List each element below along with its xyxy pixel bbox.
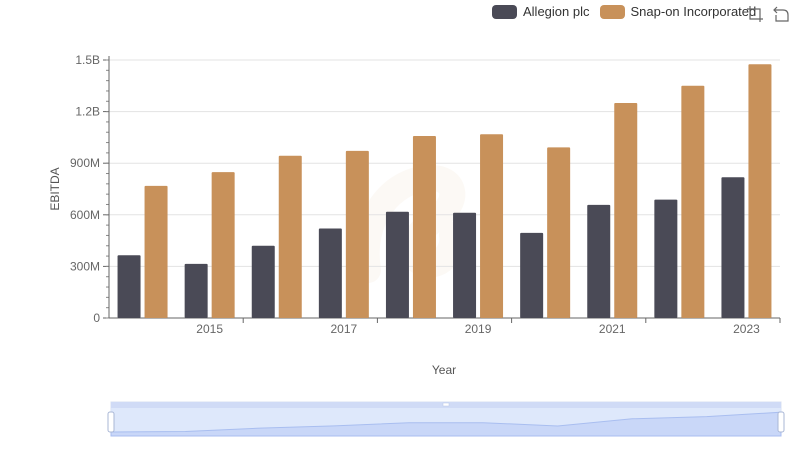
x-tick-label: 2021	[599, 322, 626, 336]
legend-label-allegion: Allegion plc	[523, 4, 590, 19]
y-tick-label: 1.5B	[75, 53, 100, 67]
y-tick-label: 600M	[70, 208, 100, 222]
y-tick-label: 1.2B	[75, 105, 100, 119]
bar-allegion-2018[interactable]	[385, 211, 409, 318]
slider-grip[interactable]	[442, 402, 450, 407]
bar-snapon-2014[interactable]	[144, 185, 168, 318]
reset-zoom-icon[interactable]	[772, 5, 790, 23]
y-axis: 0 300M 600M 900M 1.2B 1.5B	[70, 53, 110, 325]
bar-snapon-2023[interactable]	[748, 64, 772, 318]
x-axis: 2015 2017 2019 2021 2023	[109, 317, 781, 336]
bar-allegion-2022[interactable]	[654, 199, 678, 318]
x-tick-label: 2019	[465, 322, 492, 336]
bar-allegion-2017[interactable]	[318, 228, 342, 318]
slider-handle-left[interactable]	[107, 411, 115, 433]
bar-allegion-2021[interactable]	[587, 204, 611, 318]
bars[interactable]	[117, 64, 772, 318]
x-tick-label: 2015	[196, 322, 223, 336]
bar-snapon-2018[interactable]	[412, 136, 436, 318]
bar-allegion-2020[interactable]	[520, 232, 544, 318]
bar-snapon-2015[interactable]	[211, 172, 235, 318]
x-tick-label: 2023	[733, 322, 760, 336]
legend-label-snapon: Snap-on Incorporated	[630, 4, 757, 19]
chart-toolbar	[746, 5, 790, 23]
slider-handle-right[interactable]	[777, 411, 785, 433]
legend-swatch-allegion	[492, 4, 517, 19]
bar-allegion-2014[interactable]	[117, 255, 141, 318]
legend-item-snapon[interactable]: Snap-on Incorporated	[599, 4, 757, 19]
bar-snapon-2016[interactable]	[278, 155, 302, 318]
legend: Allegion plc Snap-on Incorporated	[492, 4, 756, 19]
bar-allegion-2015[interactable]	[184, 263, 208, 318]
bar-snapon-2017[interactable]	[345, 150, 369, 318]
zoom-icon[interactable]	[746, 5, 764, 23]
y-tick-label: 900M	[70, 156, 100, 170]
y-tick-label: 300M	[70, 259, 100, 273]
bar-snapon-2022[interactable]	[681, 85, 705, 318]
watermark-logo	[353, 165, 466, 283]
bar-snapon-2020[interactable]	[547, 147, 571, 318]
data-zoom-slider[interactable]	[107, 401, 785, 437]
x-axis-label: Year	[432, 363, 456, 377]
bar-allegion-2019[interactable]	[453, 212, 477, 318]
y-tick-label: 0	[93, 311, 100, 325]
bar-allegion-2023[interactable]	[721, 177, 745, 318]
legend-swatch-snapon	[599, 4, 625, 19]
x-tick-label: 2017	[330, 322, 357, 336]
bar-snapon-2021[interactable]	[614, 103, 638, 318]
y-axis-label: EBITDA	[48, 167, 62, 210]
bar-allegion-2016[interactable]	[251, 245, 275, 318]
legend-item-allegion[interactable]: Allegion plc	[492, 4, 590, 19]
bar-snapon-2019[interactable]	[480, 134, 504, 318]
